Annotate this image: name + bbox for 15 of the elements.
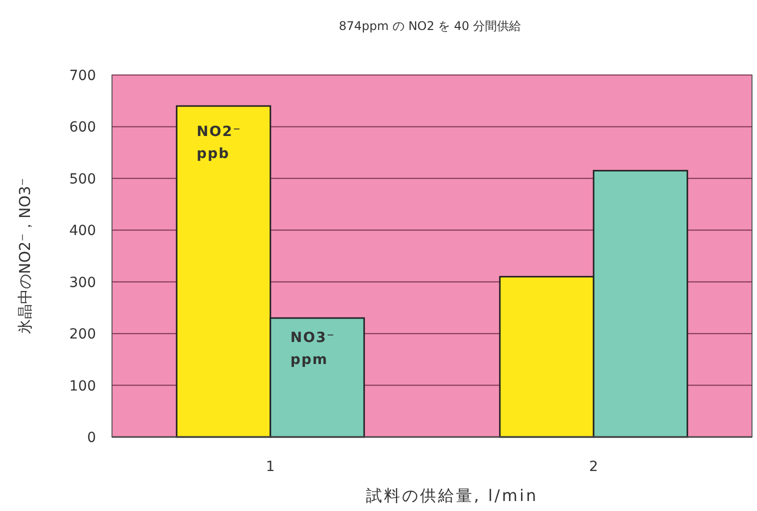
series-label: NO3⁻ ppm	[290, 330, 336, 368]
y-tick-label: 400	[69, 223, 96, 240]
y-tick-label: 300	[69, 274, 96, 291]
y-tick-label: 500	[69, 171, 96, 188]
y-tick-label: 700	[69, 68, 96, 84]
y-tick-label: 0	[87, 430, 96, 446]
x-tick-label: 2	[589, 459, 598, 475]
x-axis-title: 試料の供給量, l/min	[366, 486, 538, 505]
series-label: NO2⁻ ppb	[196, 124, 242, 162]
y-tick-label: 600	[69, 120, 96, 136]
y-axis-title: 氷晶中のNO2⁻，NO3⁻	[16, 178, 34, 334]
y-tick-label: 100	[69, 378, 96, 394]
chart-title: 874ppm の NO2 を 40 分間供給	[338, 19, 522, 33]
y-tick-label: 200	[69, 326, 96, 343]
x-tick-label: 1	[266, 459, 275, 475]
